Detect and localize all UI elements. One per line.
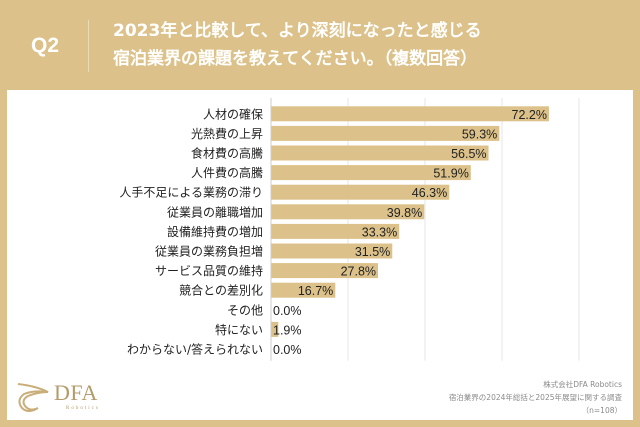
bar (271, 145, 489, 161)
value-label: 31.5% (355, 245, 390, 259)
bar (271, 204, 425, 220)
header: Q2 2023年と比較して、より深刻になったと感じる 宿泊業界の課題を教えてくだ… (0, 0, 640, 88)
logo-subtext: Robotics (66, 406, 100, 411)
bar (271, 106, 549, 122)
bar (271, 282, 336, 298)
source-sample-size: （n=108） (581, 406, 622, 415)
category-label: 従業員の業務負担増 (155, 245, 263, 259)
bar-chart: 人材の確保 72.2% 光熱費の上昇 59.3% 食材費の高騰 56.5% 人件費の高騰 51… (119, 98, 580, 361)
value-label: 27.8% (341, 265, 376, 279)
value-label: 33.3% (362, 225, 397, 239)
value-label: 59.3% (462, 127, 497, 141)
bar (271, 243, 393, 259)
category-label: わからない/答えられない (127, 342, 263, 357)
dfa-logo: DFA Robotics (14, 378, 104, 418)
title-line-1: 2023年と比較して、より深刻になったと感じる (113, 21, 482, 41)
header-divider (88, 20, 89, 72)
source-note: 株式会社DFA Robotics 宿泊業界の2024年総括と2025年展望に関す… (449, 378, 622, 417)
bar (271, 165, 471, 181)
category-label: 競合との差別化 (179, 283, 263, 298)
source-company: 株式会社DFA Robotics (543, 380, 622, 389)
category-label: 光熱費の上昇 (191, 126, 263, 141)
value-label: 0.0% (273, 304, 302, 318)
value-label: 0.0% (273, 343, 302, 357)
logo-mark-icon (17, 383, 49, 412)
logo-text: DFA (54, 380, 98, 405)
category-label: 特にない (215, 322, 263, 337)
value-label: 51.9% (433, 167, 468, 181)
category-label: 食材費の高騰 (191, 146, 263, 161)
bar (271, 321, 279, 337)
bar (271, 223, 400, 239)
value-label: 56.5% (451, 147, 486, 161)
bar (271, 263, 379, 279)
category-label: 人手不足による業務の滞り (119, 186, 263, 200)
chart-panel: 人材の確保 72.2% 光熱費の上昇 59.3% 食材費の高騰 56.5% 人件費の高騰 51… (7, 90, 633, 420)
title-line-2: 宿泊業界の課題を教えてください。（複数回答） (113, 49, 478, 69)
category-label: その他 (227, 303, 263, 317)
source-survey: 宿泊業界の2024年総括と2025年展望に関する調査 (448, 393, 622, 402)
value-label: 16.7% (298, 284, 333, 298)
value-label: 1.9% (273, 323, 302, 337)
category-label: 人件費の高騰 (191, 165, 263, 180)
question-title: 2023年と比較して、より深刻になったと感じる 宿泊業界の課題を教えてください。… (113, 17, 482, 73)
category-label: 設備維持費の増加 (167, 224, 263, 239)
bar (271, 184, 450, 200)
value-label: 72.2% (512, 108, 547, 122)
value-label: 46.3% (412, 186, 447, 200)
category-label: 従業員の離職増加 (167, 205, 263, 219)
question-label: Q2 (31, 34, 60, 57)
category-label: サービス品質の維持 (155, 263, 263, 278)
category-label: 人材の確保 (203, 106, 263, 121)
bar (271, 125, 500, 141)
value-label: 39.8% (387, 206, 422, 220)
